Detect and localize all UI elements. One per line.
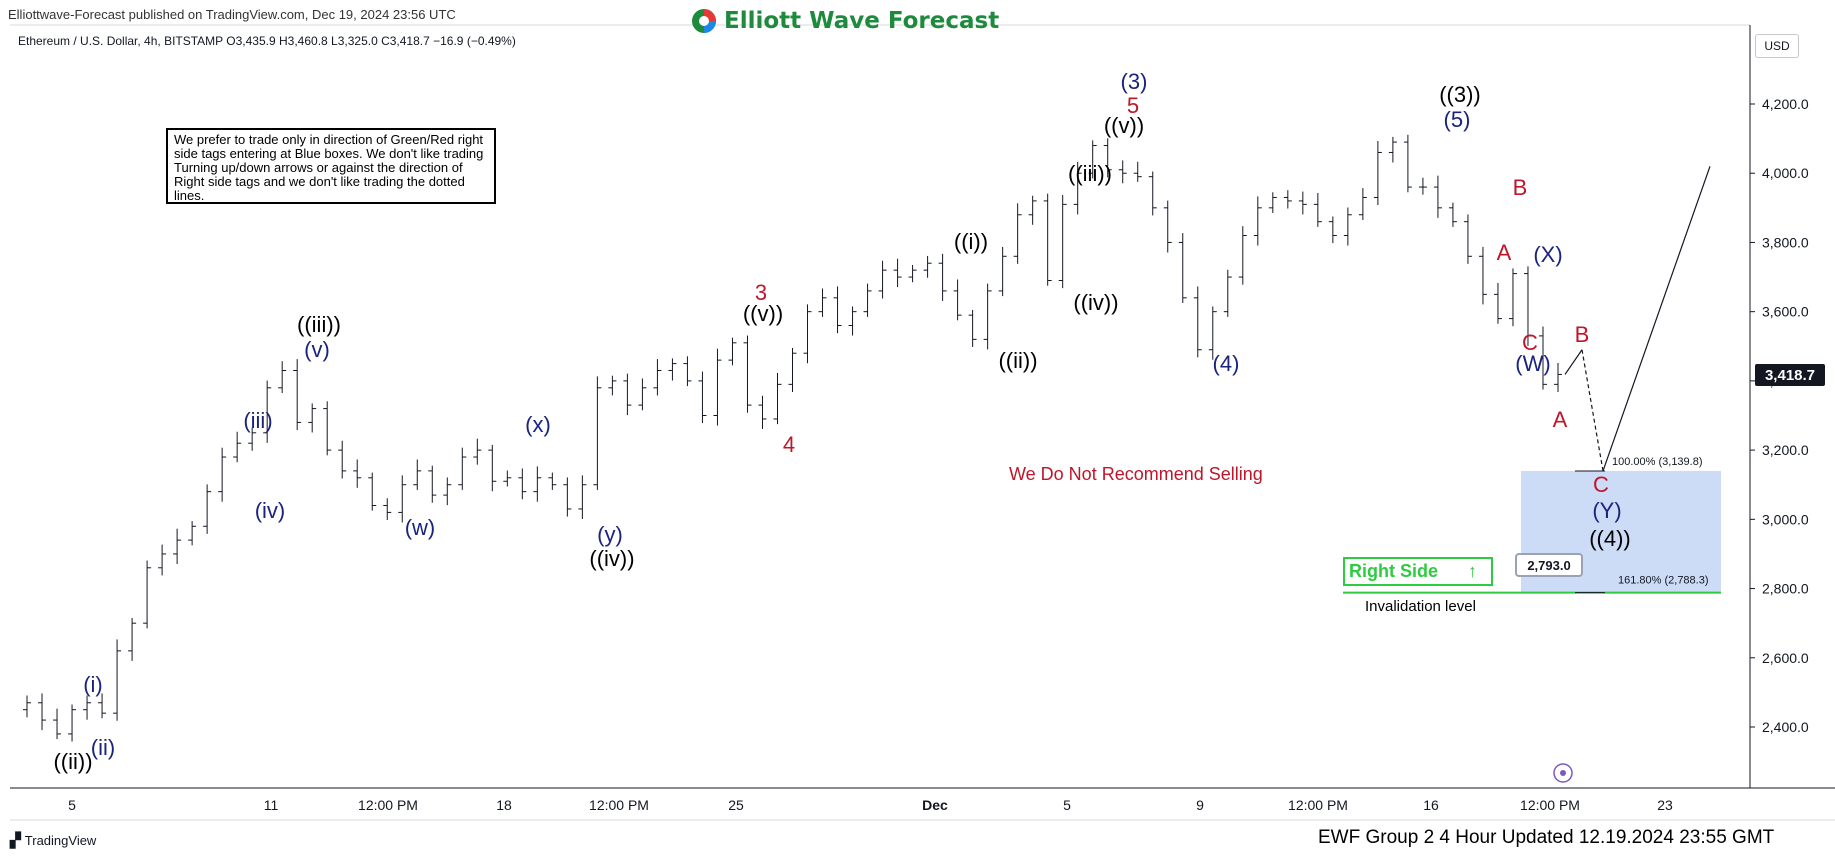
x-tick-label: 9: [1196, 797, 1204, 813]
wave-label: (v): [304, 337, 330, 362]
x-tick-label: 5: [68, 797, 76, 813]
x-tick-label: Dec: [922, 797, 948, 813]
projection-rally: [1602, 166, 1711, 472]
wave-label: A: [1553, 407, 1568, 432]
wave-label: (4): [1213, 351, 1240, 376]
tradingview-brand[interactable]: ▞ TradingView: [10, 832, 96, 849]
no-sell-note: We Do Not Recommend Selling: [1009, 464, 1263, 484]
wave-label: 3: [755, 280, 767, 305]
x-tick-label: 12:00 PM: [1520, 797, 1580, 813]
y-tick-label: 3,200.0: [1762, 442, 1809, 458]
trading-note: We prefer to trade only in direction of …: [166, 128, 496, 204]
invalidation-price-tag: 2,793.0: [1515, 553, 1583, 577]
x-axis: 5 11 12:00 PM 18 12:00 PM 25 Dec 5 9 12:00 PM 16 12…: [68, 797, 1673, 813]
fib-100-label: 100.00% (3,139.8): [1612, 456, 1703, 468]
x-tick-label: 11: [264, 797, 279, 813]
x-tick-label: 18: [496, 797, 512, 813]
wave-label: ((4)): [1589, 526, 1631, 551]
wave-label: (x): [525, 412, 551, 437]
wave-label: ((iii)): [297, 312, 341, 337]
brand-logo: Elliott Wave Forecast: [690, 7, 999, 35]
invalidation-label: Invalidation level: [1365, 598, 1476, 615]
x-tick-label: 16: [1423, 797, 1439, 813]
candles: [23, 134, 1562, 742]
wave-label: C: [1522, 330, 1538, 355]
wave-label: (5): [1444, 107, 1471, 132]
wave-label: ((3)): [1439, 82, 1481, 107]
projection-leg-c-dotted: [1581, 349, 1604, 472]
y-tick-label: 4,000.0: [1762, 165, 1809, 181]
wave-label: (y): [597, 522, 623, 547]
logo-text: Elliott Wave Forecast: [724, 8, 1000, 34]
x-tick-label: 12:00 PM: [358, 797, 418, 813]
wave-label: (w): [405, 515, 436, 540]
wave-label: (W): [1515, 351, 1550, 376]
wave-label: (i): [83, 672, 103, 697]
x-tick-label: 12:00 PM: [589, 797, 649, 813]
x-tick-label: 23: [1657, 797, 1673, 813]
y-tick-label: 2,600.0: [1762, 650, 1809, 666]
symbol-ohlc-line[interactable]: Ethereum / U.S. Dollar, 4h, BITSTAMP O3,…: [18, 34, 516, 48]
projection-path: [1564, 166, 1711, 472]
fib-161-label: 161.80% (2,788.3): [1618, 575, 1709, 587]
wave-label: ((iv)): [1073, 290, 1118, 315]
wave-labels: ((ii))(i)(ii)(iii)(iv)(v)((iii))(w)(x)(y…: [53, 69, 1630, 774]
projection-leg-b: [1564, 349, 1583, 375]
wave-label: 5: [1127, 93, 1139, 118]
wave-label: ((ii)): [998, 348, 1037, 373]
wave-label: ((iii)): [1068, 161, 1112, 186]
publisher-line: Elliottwave-Forecast published on Tradin…: [8, 7, 456, 22]
x-tick-label: 12:00 PM: [1288, 797, 1348, 813]
y-tick-label: 4,200.0: [1762, 96, 1809, 112]
y-axis: 2,400.02,600.02,800.03,000.03,200.03,400…: [1750, 96, 1809, 735]
wave-label: B: [1575, 322, 1590, 347]
x-tick-label: 5: [1063, 797, 1071, 813]
wave-label: ((ii)): [53, 749, 92, 774]
y-tick-label: 3,000.0: [1762, 511, 1809, 527]
tradingview-label: TradingView: [24, 833, 97, 848]
wave-label: B: [1513, 175, 1528, 200]
y-tick-label: 3,600.0: [1762, 304, 1809, 320]
wave-label: ((v)): [743, 301, 783, 326]
wave-label: C: [1593, 472, 1609, 497]
y-tick-label: 3,800.0: [1762, 234, 1809, 250]
update-footer: EWF Group 2 4 Hour Updated 12.19.2024 23…: [1318, 827, 1775, 848]
wave-label: A: [1497, 240, 1512, 265]
wave-label: ((i)): [954, 229, 988, 254]
fib-levels: 100.00% (3,139.8) 161.80% (2,788.3): [1612, 456, 1709, 587]
wave-label: (ii): [91, 735, 115, 760]
y-tick-label: 2,800.0: [1762, 581, 1809, 597]
currency-button[interactable]: USD: [1755, 34, 1799, 58]
ewf-logo-icon: [692, 9, 716, 33]
wave-label: (3): [1121, 69, 1148, 94]
tradingview-logo-icon: ▞: [10, 832, 21, 848]
x-tick-label: 25: [728, 797, 744, 813]
wave-label: (Y): [1592, 498, 1621, 523]
right-side-tag: Right Side ↑: [1343, 557, 1493, 586]
wave-label: ((iv)): [589, 546, 634, 571]
chart-frame: [10, 24, 1835, 821]
arrow-up-icon: ↑: [1468, 561, 1477, 581]
wave-label: (X): [1533, 242, 1562, 267]
wave-label: (iii): [243, 408, 272, 433]
wave-label: (iv): [255, 498, 286, 523]
y-tick-label: 2,400.0: [1762, 719, 1809, 735]
last-price-tag: 3,418.7: [1755, 364, 1825, 386]
wave-label: ((v)): [1104, 113, 1144, 138]
crosshair-icon[interactable]: [1553, 763, 1573, 783]
wave-label: 4: [783, 432, 795, 457]
right-side-label: Right Side: [1349, 561, 1438, 581]
